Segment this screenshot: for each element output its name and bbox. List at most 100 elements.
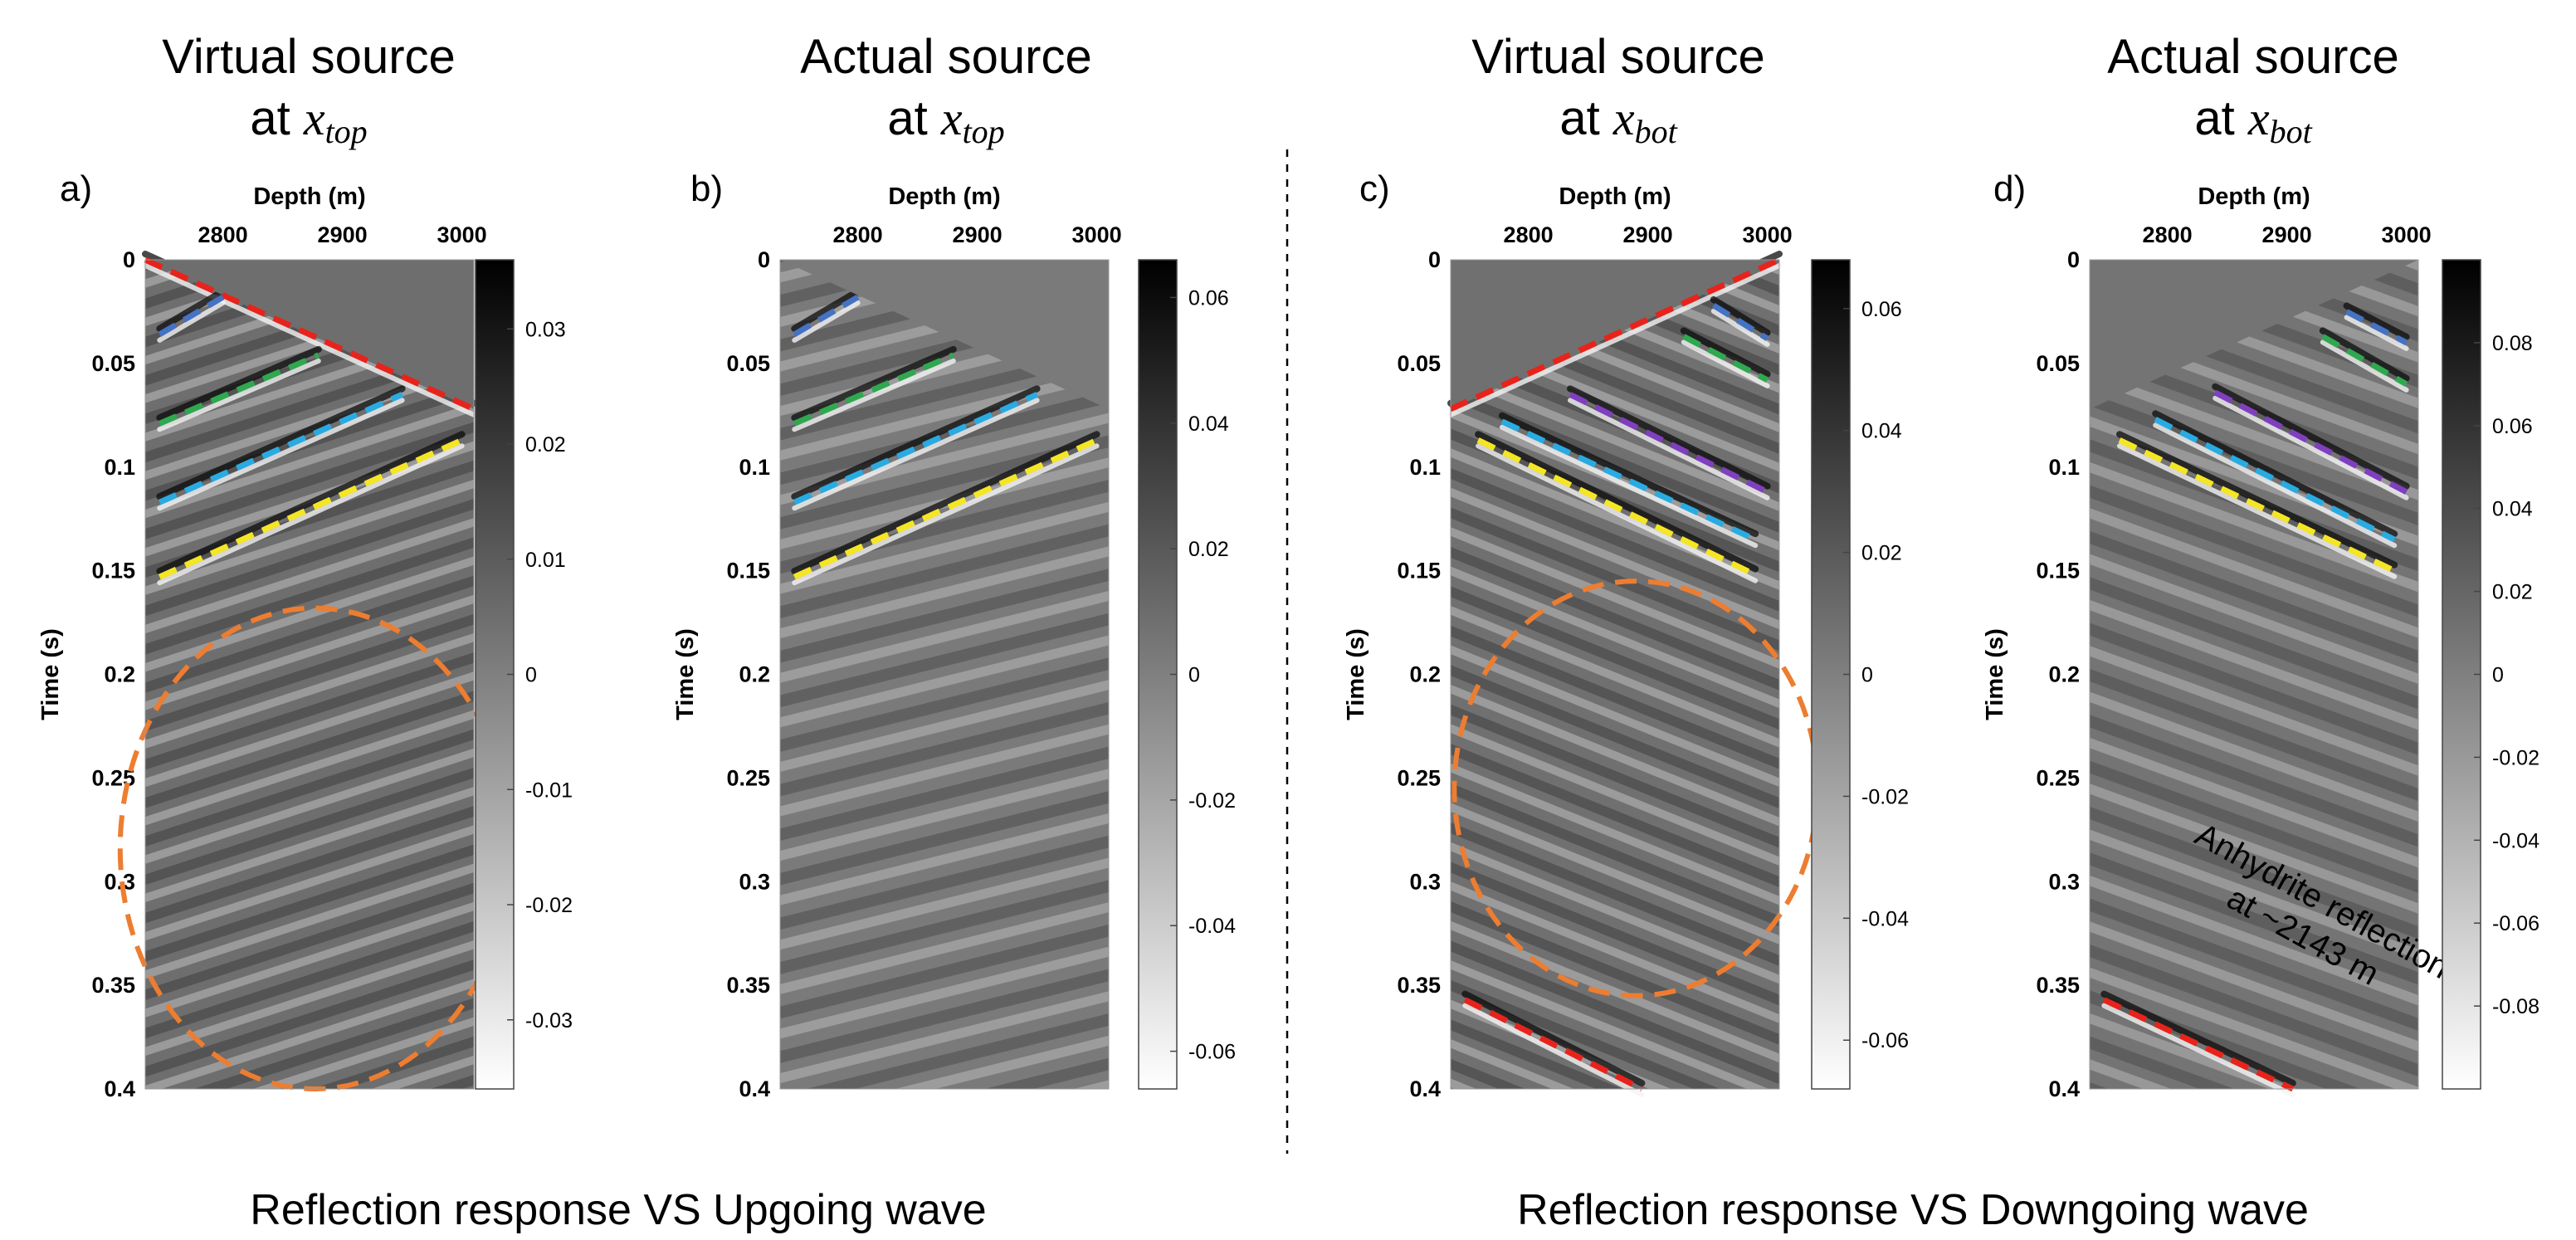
reflection-band-dark: [2343, 302, 2410, 340]
x-axis-label: Depth (m): [253, 183, 365, 210]
reflection-band-dark: [1680, 327, 1771, 378]
y-tick-label: 0.4: [2048, 1076, 2080, 1101]
title-at: at: [1559, 91, 1613, 145]
x-tick-label: 2800: [833, 222, 883, 247]
colorbar-tick-label: -0.06: [2492, 912, 2539, 935]
reflection-band-dark: [791, 287, 861, 332]
x-tick-label: 2800: [198, 222, 248, 247]
y-axis-label: Time (s): [1343, 628, 1369, 720]
reflection-band-dark: [1567, 385, 1771, 490]
y-tick-label: 0.4: [104, 1076, 135, 1101]
y-tick-label: 0.35: [2036, 973, 2080, 998]
y-tick-label: 0.2: [1409, 662, 1441, 687]
caption-left: Reflection response VS Upgoing wave: [250, 1186, 986, 1234]
colorbar-tick-label: -0.02: [2492, 746, 2539, 769]
y-tick-label: 0.15: [91, 559, 135, 583]
reflection-band-light: [1499, 424, 1759, 549]
y-tick-label: 0: [758, 247, 770, 272]
x-tick-label: 2900: [1623, 222, 1673, 247]
reflection-band-light: [1448, 263, 1782, 417]
colorbar-tick-label: -0.03: [525, 1009, 573, 1033]
x-tick-label: 3000: [2382, 222, 2432, 247]
muted-region: [780, 260, 1109, 409]
panel-title-line1: Actual source: [2107, 30, 2398, 84]
y-tick-label: 0.3: [2048, 869, 2080, 894]
reflection-band-dark: [1710, 295, 1771, 336]
y-tick-label: 0.35: [1397, 973, 1441, 998]
reflection-band-light: [1462, 1003, 1645, 1097]
colorbar-tick-label: 0.06: [1861, 298, 1902, 321]
y-tick-label: 0.35: [91, 973, 135, 998]
panel-title-line1: Virtual source: [162, 30, 456, 84]
colorbar-tick-label: 0: [2492, 664, 2504, 687]
muted-region: [2090, 260, 2418, 409]
dashed-marker-line: [2118, 437, 2396, 574]
reflection-band-light: [792, 398, 1040, 511]
colorbar-tick-label: 0.04: [2492, 498, 2533, 521]
y-tick-label: 0.25: [2036, 765, 2080, 790]
dashed-marker-line: [1449, 256, 1781, 413]
heatmap-border: [144, 259, 475, 1090]
dashed-marker-line: [158, 352, 320, 427]
dashed-marker-line: [1500, 418, 1757, 543]
panel-title-line2: at xbot: [1559, 91, 1677, 150]
heatmap-texture: [1451, 260, 1779, 1089]
reflection-band-dark: [156, 385, 406, 500]
colorbar-tick-label: -0.01: [525, 779, 573, 802]
colorbar-tick-label: 0.06: [2492, 415, 2533, 438]
dashed-marker-line: [1711, 302, 1769, 341]
y-tick-label: 0.15: [2036, 559, 2080, 583]
y-tick-label: 0: [2067, 247, 2080, 272]
title-at: at: [2194, 91, 2248, 145]
dashed-marker-line: [2213, 389, 2408, 495]
panel-letter: c): [1359, 168, 1390, 209]
colorbar-tick-label: -0.04: [1861, 907, 1909, 930]
dashed-marker-line: [158, 294, 225, 337]
x-tick-label: 3000: [437, 222, 487, 247]
colorbar-tick-label: -0.04: [1188, 915, 1236, 938]
colorbar-tick-label: 0.04: [1188, 413, 1229, 436]
x-tick-label: 2900: [318, 222, 368, 247]
heatmap-texture: [2090, 260, 2418, 1089]
panel-d: Actual source at xbot d) Depth (m)2800 2900 3…: [1982, 30, 2539, 1101]
y-tick-label: 0.3: [739, 869, 770, 894]
colorbar-tick-label: 0.02: [525, 433, 566, 456]
dashed-marker-line: [2344, 309, 2408, 346]
y-tick-label: 0.05: [2036, 351, 2080, 376]
y-tick-label: 0.05: [726, 351, 770, 376]
reflection-band-dark: [156, 345, 322, 422]
y-tick-label: 0.1: [104, 455, 135, 480]
reflection-band-light: [1710, 308, 1770, 347]
dashed-marker-line: [2154, 417, 2396, 543]
title-subscript: bot: [2270, 113, 2313, 150]
panel-a: Virtual source at xtop a) Depth (m)2800 2900…: [37, 30, 573, 1101]
colorbar-tick-label: 0.02: [1861, 542, 1902, 565]
colorbar-tick-label: -0.02: [525, 894, 573, 917]
dashed-marker-line: [2102, 997, 2295, 1092]
panel-title-line2: at xtop: [250, 91, 367, 150]
y-tick-label: 0.15: [726, 559, 770, 583]
reflection-band-light: [157, 443, 465, 586]
reflection-band-light: [1681, 339, 1770, 388]
dashed-marker-line: [2321, 334, 2408, 387]
title-variable: x: [2247, 91, 2270, 145]
panel-title-line2: at xbot: [2194, 91, 2312, 150]
x-tick-label: 3000: [1072, 222, 1122, 247]
colorbar-tick-label: 0.02: [1188, 538, 1229, 561]
y-tick-label: 0.25: [726, 765, 770, 790]
title-variable: x: [1612, 91, 1635, 145]
y-tick-label: 0.25: [1397, 765, 1441, 790]
y-tick-label: 0: [123, 247, 135, 272]
reflection-band-dark: [2100, 990, 2296, 1086]
colorbar-tick-label: -0.02: [1188, 789, 1236, 813]
colorbar-tick-label: 0: [525, 664, 537, 687]
y-axis-label: Time (s): [1982, 628, 2008, 720]
reflection-band-light: [792, 300, 861, 343]
reflection-band-light: [792, 443, 1100, 586]
y-tick-label: 0.1: [1409, 455, 1441, 480]
colorbar-tick-label: 0: [1861, 664, 1873, 687]
panel-c: Virtual source at xbot c) Depth (m)2800 2900…: [1343, 30, 1909, 1101]
dashed-marker-line: [144, 256, 476, 413]
title-at: at: [250, 91, 304, 145]
reflection-band-light: [1476, 443, 1759, 583]
